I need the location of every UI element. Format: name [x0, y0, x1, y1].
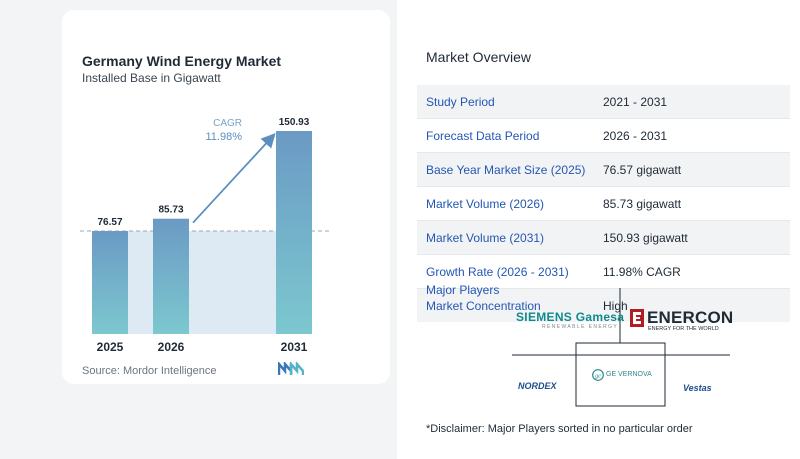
enercon-tagline: ENERGY FOR THE WORLD — [648, 326, 719, 332]
row-value: High — [603, 298, 628, 313]
base-level-band — [92, 231, 312, 334]
nordex-logo: NORDEX — [518, 376, 557, 394]
svg-text:ge: ge — [595, 373, 601, 379]
x-tick-label: 2025 — [97, 340, 124, 354]
ge-vernova-wordmark: GE VERNOVA — [606, 371, 652, 378]
enercon-emblem-icon — [630, 309, 644, 327]
cagr-label: CAGR — [213, 118, 242, 129]
row-label: Base Year Market Size (2025) — [426, 162, 586, 177]
x-tick-label: 2026 — [158, 340, 185, 354]
bar-value-label: 85.73 — [158, 205, 183, 216]
overview-row: Market Volume (2031) 150.93 gigawatt — [417, 221, 790, 255]
row-label: Study Period — [426, 94, 495, 109]
disclaimer: *Disclaimer: Major Players sorted in no … — [426, 423, 693, 435]
vestas-wordmark: Vestas — [683, 383, 712, 393]
overview-row: Study Period 2021 - 2031 — [417, 85, 790, 119]
overview-row: Base Year Market Size (2025) 76.57 gigaw… — [417, 153, 790, 187]
chart-subtitle: Installed Base in Gigawatt — [82, 71, 221, 85]
cagr-arrow — [192, 133, 276, 224]
row-label: Market Volume (2031) — [426, 230, 545, 245]
ge-monogram-icon: ge — [592, 369, 604, 381]
row-value: 76.57 gigawatt — [603, 162, 682, 177]
overview-row: Growth Rate (2026 - 2031) 11.98% CAGR — [417, 255, 790, 289]
cagr-value: 11.98% — [206, 131, 243, 143]
row-value: 2021 - 2031 — [603, 94, 668, 109]
overview-row: Market Concentration High — [417, 289, 790, 322]
overview-title: Market Overview — [426, 49, 532, 65]
row-value: 2026 - 2031 — [603, 128, 668, 143]
bar-chart: 76.57 2025 85.73 2026 150.93 2031 CAGR 11.98% — [80, 117, 330, 354]
bar-value-label: 76.57 — [97, 217, 122, 228]
bar-value-label: 150.93 — [279, 117, 310, 128]
siemens-gamesa-tagline: RENEWABLE ENERGY — [542, 324, 619, 330]
siemens-gamesa-logo: SIEMENS Gamesa RENEWABLE ENERGY — [516, 310, 625, 330]
chart-title: Germany Wind Energy Market — [82, 53, 282, 69]
row-label: Growth Rate (2026 - 2031) — [426, 264, 569, 279]
source-note: Source: Mordor Intelligence — [82, 365, 217, 377]
bar-2031 — [276, 131, 312, 334]
nordex-wordmark: NORDEX — [518, 381, 557, 391]
row-value: 85.73 gigawatt — [603, 196, 682, 211]
siemens-gamesa-wordmark: SIEMENS Gamesa — [516, 310, 625, 324]
vestas-logo: Vestas — [683, 378, 712, 396]
mordor-logo-icon — [278, 362, 304, 375]
overview-table: Study Period 2021 - 2031 Forecast Data P… — [417, 85, 790, 322]
row-label: Forecast Data Period — [426, 128, 540, 143]
enercon-wordmark: ENERCON — [647, 308, 734, 327]
x-tick-label: 2031 — [281, 340, 308, 354]
row-value: 150.93 gigawatt — [603, 230, 688, 245]
row-label: Market Volume (2026) — [426, 196, 545, 211]
row-value: 11.98% CAGR — [603, 264, 681, 279]
bar-2025 — [92, 231, 128, 334]
overview-row: Market Volume (2026) 85.73 gigawatt — [417, 187, 790, 221]
major-players-title: Major Players — [426, 283, 500, 297]
row-label: Market Concentration — [426, 298, 541, 313]
bar-2026 — [153, 218, 189, 334]
overview-row: Forecast Data Period 2026 - 2031 — [417, 119, 790, 153]
